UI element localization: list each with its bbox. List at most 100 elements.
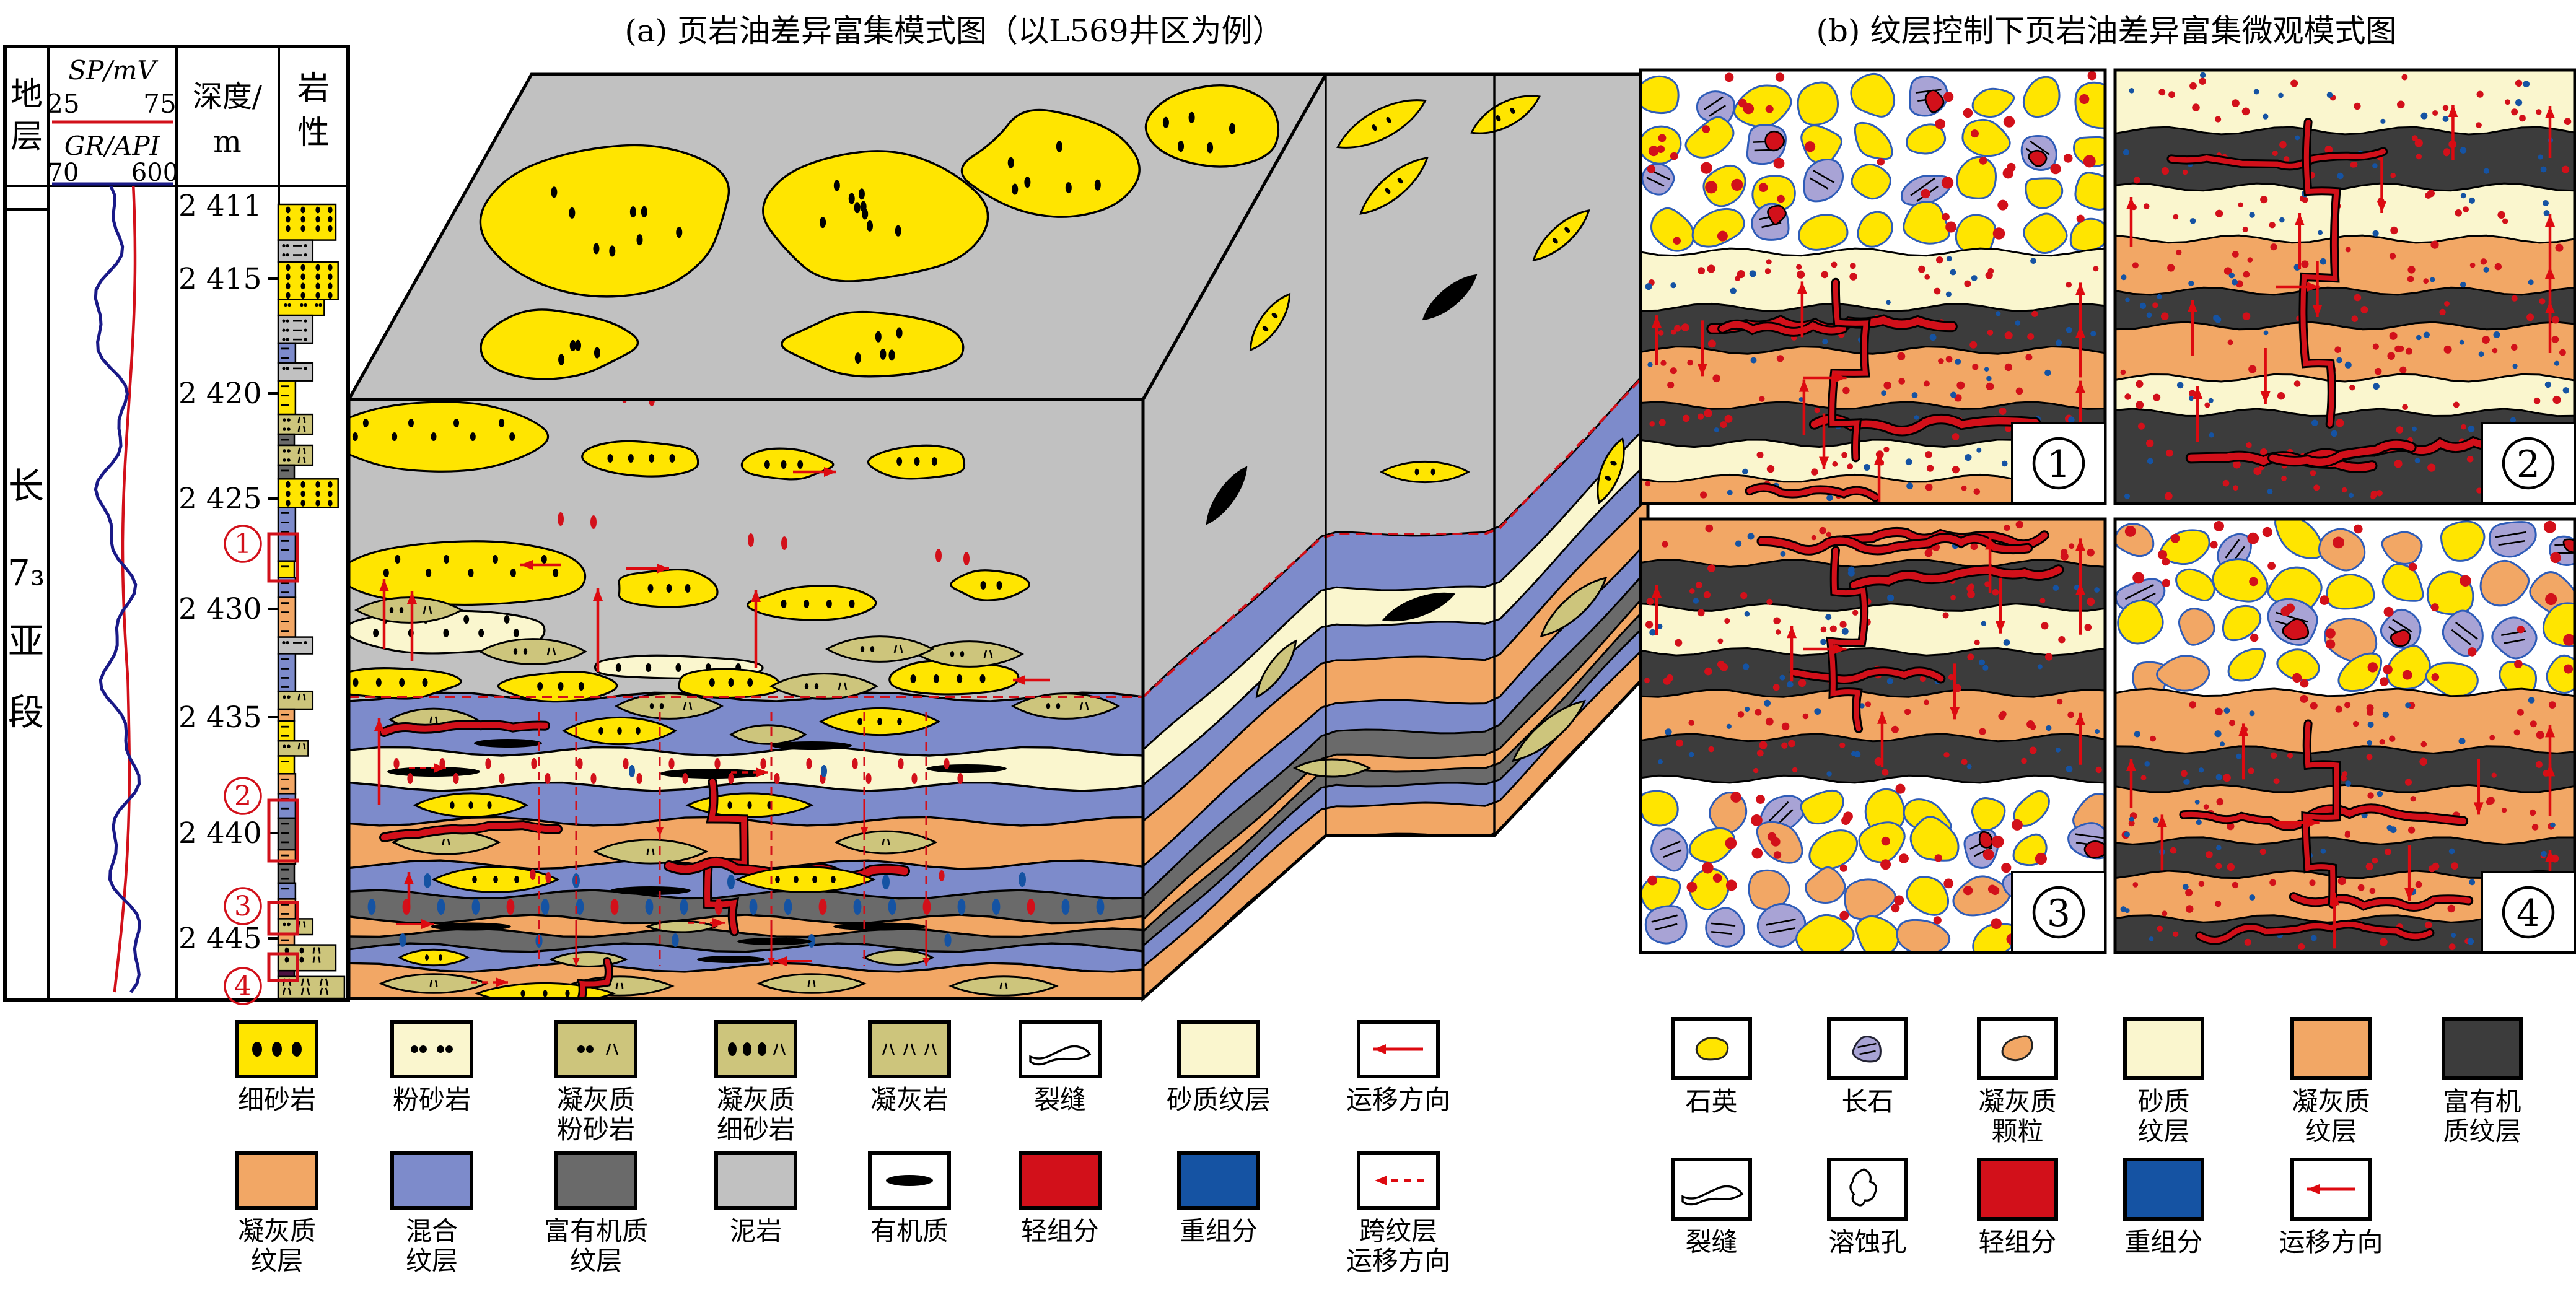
legend-b-item-石英: 石英 xyxy=(1671,1017,1752,1117)
laminae-zone xyxy=(2115,70,2575,504)
legend-label: 跨纹层 xyxy=(1359,1216,1437,1246)
panel-label-plate xyxy=(2011,422,2106,505)
marker-number-3: 3 xyxy=(234,891,252,922)
legend-a-item-砂质纹层: 砂质纹层 xyxy=(1167,1020,1271,1115)
legend-label: 轻组分 xyxy=(1021,1216,1099,1246)
panel-number-circle xyxy=(2032,886,2085,939)
legend-label: 运移方向 xyxy=(2279,1227,2383,1257)
marker-circle-4 xyxy=(224,967,262,1005)
legend-b-item-运移方向: 运移方向 xyxy=(2279,1158,2383,1257)
gr-max: 600 xyxy=(131,159,178,187)
marker-number-1: 1 xyxy=(234,528,252,560)
laminae-zone xyxy=(1641,247,2105,504)
legend-label: 石英 xyxy=(1685,1086,1737,1117)
panel-a-title: (a) 页岩油差异富集模式图（以L569井区为例） xyxy=(624,13,1284,49)
depth-header: 深度/ xyxy=(193,79,263,114)
depth-label: 2 430 xyxy=(178,592,262,626)
panel-number-3: 3 xyxy=(2047,892,2070,935)
laminae-zone xyxy=(1641,519,2105,784)
gr-curve xyxy=(94,186,142,993)
sp-max: 75 xyxy=(143,89,176,119)
legend-label: 混合 xyxy=(406,1216,458,1246)
panel-label-plate xyxy=(2011,871,2106,954)
legend-label: 裂缝 xyxy=(1034,1085,1086,1115)
legend-label: 凝灰质 xyxy=(1978,1086,2056,1117)
marker-box-3 xyxy=(267,901,299,936)
legend-label: 富有机质 xyxy=(544,1216,648,1246)
panel-label-plate xyxy=(2481,871,2576,954)
legend-a-item-凝灰岩: 凝灰岩 xyxy=(868,1020,951,1115)
depth-label: 2 435 xyxy=(178,701,262,735)
panel-number-4: 4 xyxy=(2517,892,2540,935)
micro-panel-1: 1 xyxy=(1639,68,2107,505)
gr-curve-label: GR/API xyxy=(64,131,161,161)
legend-label: 凝灰质 xyxy=(557,1085,635,1115)
panel-b-title: (b) 纹层控制下页岩油差异富集微观模式图 xyxy=(1816,13,2397,49)
sp-curve-label: SP/mV xyxy=(68,55,158,85)
lithology-column xyxy=(277,203,346,1000)
legend-label: 重组分 xyxy=(2124,1227,2202,1257)
svg-text:性: 性 xyxy=(297,115,330,152)
depth-label: 2 411 xyxy=(178,189,262,223)
legend-a-item-有机质: 有机质 xyxy=(868,1151,951,1246)
sp-min: 25 xyxy=(46,89,79,119)
legend-b-item-重组分: 重组分 xyxy=(2123,1158,2204,1257)
legend-label: 质纹层 xyxy=(2443,1116,2521,1146)
panel-number-circle xyxy=(2032,437,2085,490)
panel-number-2: 2 xyxy=(2517,443,2540,486)
grain-zone xyxy=(2115,519,2575,699)
legend-label: 纹层 xyxy=(406,1246,458,1276)
marker-box-2 xyxy=(267,798,299,863)
block-top-face xyxy=(346,72,1329,401)
legend-label: 运移方向 xyxy=(1346,1085,1450,1115)
legend-label: 轻组分 xyxy=(1978,1227,2056,1257)
formation-label: 段 xyxy=(8,691,44,733)
marker-number-4: 4 xyxy=(234,971,252,1002)
micro-panel-3: 3 xyxy=(1639,517,2107,954)
legend-label: 砂质纹层 xyxy=(1167,1085,1271,1115)
legend-label: 纹层 xyxy=(251,1246,303,1276)
legend-label: 有机质 xyxy=(870,1216,948,1246)
legend-label: 凝灰质 xyxy=(238,1216,316,1246)
svg-text:层: 层 xyxy=(11,118,43,155)
sp-curve xyxy=(113,186,137,993)
legend-b-item-长石: 长石 xyxy=(1827,1017,1908,1117)
legend-b-item-裂缝: 裂缝 xyxy=(1671,1158,1752,1257)
legend-label: 长石 xyxy=(1841,1086,1893,1117)
legend-label: 裂缝 xyxy=(1685,1227,1737,1257)
legend-label: 纹层 xyxy=(570,1246,622,1276)
legend-label: 溶蚀孔 xyxy=(1828,1227,1906,1257)
legend-label: 纹层 xyxy=(2137,1116,2189,1146)
depth-label: 2 420 xyxy=(178,377,262,411)
legend-b-item-溶蚀孔: 溶蚀孔 xyxy=(1827,1158,1908,1257)
legend-label: 凝灰质 xyxy=(2292,1086,2370,1117)
depth-label: 2 415 xyxy=(178,262,262,296)
panel-number-circle xyxy=(2502,437,2555,490)
laminae-zone xyxy=(2115,687,2575,953)
micro-panel-4: 4 xyxy=(2113,517,2576,954)
depth-column: 2 411 2 415 2 420 2 425 2 430 2 435 2 440 2 445 xyxy=(178,189,278,956)
block-diagram xyxy=(346,72,1650,1002)
formation-label: 长 xyxy=(8,465,44,507)
marker-circle-2 xyxy=(224,777,262,815)
depth-label: 2 445 xyxy=(178,922,262,956)
depth-label: 2 425 xyxy=(178,482,262,516)
lithology-header: 岩 xyxy=(297,70,330,107)
legend-a-item-轻组分: 轻组分 xyxy=(1019,1151,1102,1246)
legend-b-item-轻组分: 轻组分 xyxy=(1977,1158,2058,1257)
legend-a-item-裂缝: 裂缝 xyxy=(1019,1020,1102,1115)
gr-min: 70 xyxy=(48,159,79,187)
depth-label: 2 440 xyxy=(178,816,262,850)
legend-a-item-重组分: 重组分 xyxy=(1177,1151,1260,1246)
panel-number-circle xyxy=(2502,886,2555,939)
svg-text:m: m xyxy=(213,124,242,159)
